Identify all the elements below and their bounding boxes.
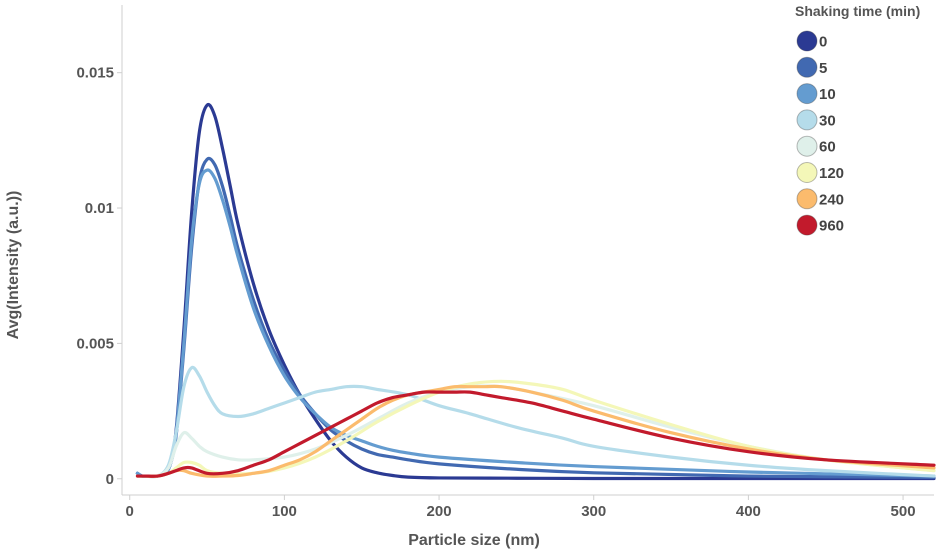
legend-label-60[interactable]: 60 [819, 139, 836, 156]
series-line-120 [135, 379, 936, 478]
legend-label-30[interactable]: 30 [819, 112, 836, 129]
x-tick-label: 500 [891, 503, 916, 520]
legend-label-240[interactable]: 240 [819, 191, 844, 208]
x-tick-label: 400 [736, 503, 761, 520]
x-tick-label: 100 [272, 503, 297, 520]
legend-title: Shaking time (min) [795, 3, 920, 19]
legend-label-5[interactable]: 5 [819, 60, 827, 77]
legend[interactable]: Shaking time (min) 0 5 10 30 60 120 240 960 [795, 3, 920, 236]
y-tick-label: 0 [106, 471, 114, 488]
legend-swatch-30[interactable] [796, 109, 818, 131]
legend-swatch-120[interactable] [796, 162, 818, 183]
x-tick-label: 300 [581, 503, 606, 520]
legend-label-960[interactable]: 960 [819, 218, 844, 235]
legend-swatch-960[interactable] [796, 214, 818, 236]
series-line-10 [135, 168, 936, 478]
legend-label-10[interactable]: 10 [819, 86, 836, 103]
legend-swatch-10[interactable] [796, 83, 818, 105]
x-tick-label: 200 [427, 503, 452, 520]
legend-label-120[interactable]: 120 [819, 165, 844, 182]
legend-swatch-240[interactable] [796, 188, 818, 210]
y-tick-label: 0.005 [76, 335, 114, 352]
series-line-60 [135, 384, 936, 479]
y-tick-label: 0.015 [76, 65, 114, 82]
legend-label-0[interactable]: 0 [819, 34, 827, 51]
series-layer [135, 102, 936, 481]
series-line-0 [135, 102, 936, 481]
x-axis-title: Particle size (nm) [408, 532, 540, 549]
legend-swatch-5[interactable] [796, 56, 818, 78]
legend-swatch-60[interactable] [796, 135, 818, 157]
x-tick-label: 0 [126, 503, 134, 520]
legend-swatch-0[interactable] [796, 30, 818, 52]
series-line-240 [135, 384, 936, 478]
series-line-30 [135, 365, 936, 479]
y-axis-title: Avg(Intensity (a.u.)) [5, 191, 22, 340]
y-tick-label: 0.01 [85, 200, 114, 217]
series-line-960 [135, 390, 936, 478]
